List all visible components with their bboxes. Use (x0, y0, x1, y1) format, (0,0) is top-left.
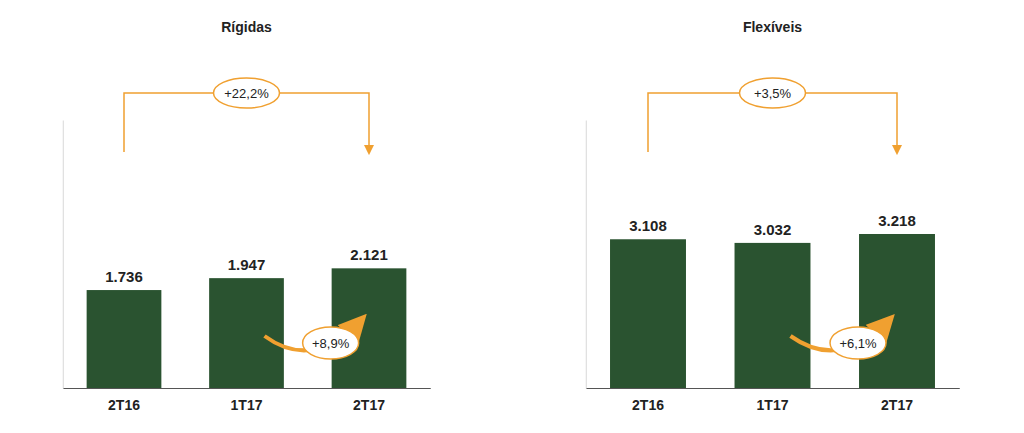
data-label: 3.218 (878, 212, 916, 229)
data-label: 2.121 (350, 246, 388, 263)
chart-title: Rígidas (221, 19, 272, 35)
x-tick: 1T17 (757, 388, 789, 413)
y-axis (586, 121, 587, 389)
x-axis: 2T16 1T17 2T17 (586, 388, 960, 413)
data-label: 3.032 (754, 221, 792, 238)
x-tick: 2T17 (881, 388, 913, 413)
data-labels: 3.108 3.032 3.218 (629, 212, 916, 238)
annotation-text: +8,9% (312, 336, 350, 351)
x-axis: 2T16 1T17 2T17 (63, 388, 431, 413)
annotation-text: +22,2% (224, 86, 269, 101)
annotation-ellipse (830, 327, 886, 359)
x-tick: 1T17 (231, 388, 263, 413)
x-axis-line (586, 388, 960, 389)
data-labels: 1.736 1.947 2.121 (105, 246, 388, 285)
bars (610, 234, 935, 388)
y-axis-line (586, 121, 587, 389)
annotation-text: +6,1% (839, 336, 877, 351)
data-label: 3.108 (629, 217, 667, 234)
annotation-text: +3,5% (754, 86, 792, 101)
y-axis-line (63, 121, 64, 389)
bar (209, 278, 284, 388)
bar (610, 239, 686, 388)
bar-chart: Rígidas 1.736 1.947 2.121 2T16 1T17 2T17 +22,2%… (63, 19, 431, 413)
data-label: 1.947 (228, 256, 266, 273)
bar (87, 290, 162, 388)
x-tick-label: 2T17 (881, 397, 913, 413)
x-tick-label: 2T16 (632, 397, 664, 413)
x-tick-label: 2T17 (353, 397, 385, 413)
annotation-ellipse (740, 78, 806, 108)
quarter-change-annotation: +8,9% (265, 318, 364, 359)
data-label: 1.736 (105, 268, 143, 285)
y-axis (63, 121, 64, 389)
total-change-annotation: +3,5% (648, 78, 897, 153)
bar (735, 243, 811, 388)
x-tick: 2T17 (353, 388, 385, 413)
bar-chart: Flexíveis 3.108 3.032 3.218 2T16 1T17 2T17 +3,5… (586, 19, 960, 413)
x-tick-label: 1T17 (757, 397, 789, 413)
x-tick: 2T16 (108, 388, 140, 413)
annotation-ellipse (303, 327, 359, 359)
bar (859, 234, 935, 388)
x-tick-label: 2T16 (108, 397, 140, 413)
total-change-annotation: +22,2% (124, 78, 369, 153)
x-axis-line (63, 388, 431, 389)
bars (87, 268, 407, 388)
chart-title: Flexíveis (743, 19, 802, 35)
x-tick: 2T16 (632, 388, 664, 413)
quarter-change-annotation: +6,1% (791, 318, 892, 359)
x-tick-label: 1T17 (231, 397, 263, 413)
annotation-ellipse (214, 78, 280, 108)
